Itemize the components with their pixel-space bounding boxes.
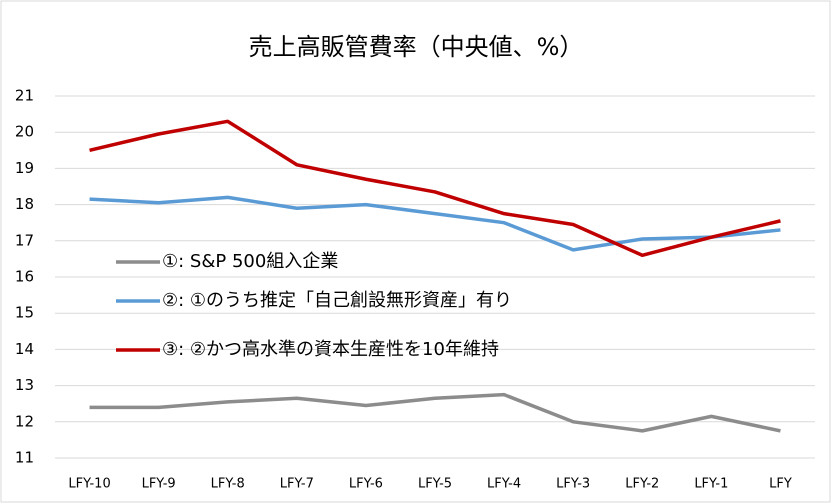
legend-label: ①: S&P 500組入企業 [162,251,338,272]
y-tick-label: 17 [15,231,34,249]
x-tick-label: LFY-3 [556,477,590,492]
x-tick-label: LFY-4 [487,477,521,492]
y-tick-label: 16 [15,268,34,286]
series-line [89,392,781,433]
x-tick-label: LFY-1 [694,477,728,492]
chart-title: 売上高販管費率（中央値、%） [249,33,584,61]
x-tick-label: LFY-9 [142,477,176,492]
x-tick-label: LFY-6 [349,477,383,492]
y-tick-label: 15 [15,304,34,322]
y-tick-label: 14 [15,340,34,358]
y-tick-label: 20 [15,123,34,141]
y-tick-label: 13 [15,376,34,394]
x-tick-label: LFY-7 [280,477,314,492]
x-tick-label: LFY-2 [625,477,659,492]
series-line [89,195,781,252]
legend-label: ③: ②かつ高水準の資本生産性を10年維持 [162,339,499,360]
x-tick-label: LFY-8 [211,477,245,492]
x-tick-label: LFY [769,477,792,492]
y-tick-label: 12 [15,412,34,430]
x-tick-label: LFY-10 [68,477,110,492]
y-tick-label: 18 [15,195,34,213]
series-line [89,119,781,258]
y-tick-label: 19 [15,159,34,177]
y-tick-label: 11 [15,449,34,467]
y-tick-label: 21 [15,87,34,105]
legend-label: ②: ①のうち推定「自己創設無形資産」有り [162,290,512,311]
x-tick-label: LFY-5 [418,477,452,492]
